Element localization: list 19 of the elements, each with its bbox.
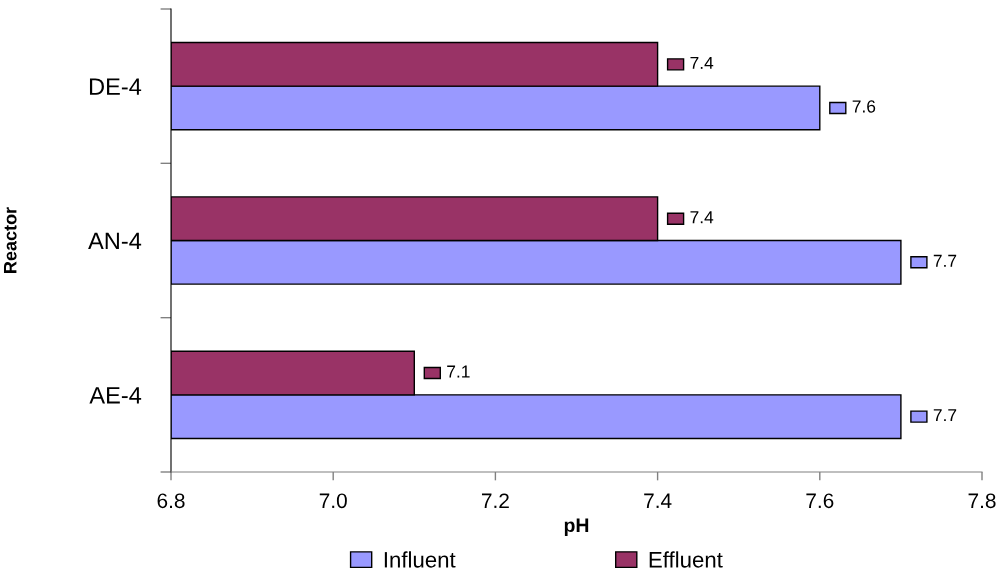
legend-label: Effluent [649, 551, 723, 568]
x-axis-title: pH [564, 518, 589, 536]
x-tick-label: 7.2 [481, 493, 509, 508]
data-label: 7.4 [690, 56, 714, 69]
y-tick-label: AE-4 [89, 387, 142, 404]
y-tick-label: AN-4 [88, 232, 142, 250]
x-tick-label: 7.6 [806, 493, 834, 509]
data-label: 7.7 [933, 254, 957, 267]
x-tick-label: 7.4 [644, 493, 672, 508]
x-tick-label: 6.8 [157, 493, 185, 509]
y-axis-title: Reactor [3, 207, 17, 273]
data-label: 7.6 [852, 100, 876, 113]
y-tick-label: DE-4 [89, 78, 142, 95]
data-label: 7.1 [447, 365, 470, 378]
x-tick-label: 7.0 [319, 493, 347, 509]
x-tick-label: 7.8 [968, 493, 996, 509]
data-label: 7.4 [690, 211, 714, 224]
legend-label: Influent [384, 551, 456, 568]
data-label: 7.7 [933, 409, 957, 422]
